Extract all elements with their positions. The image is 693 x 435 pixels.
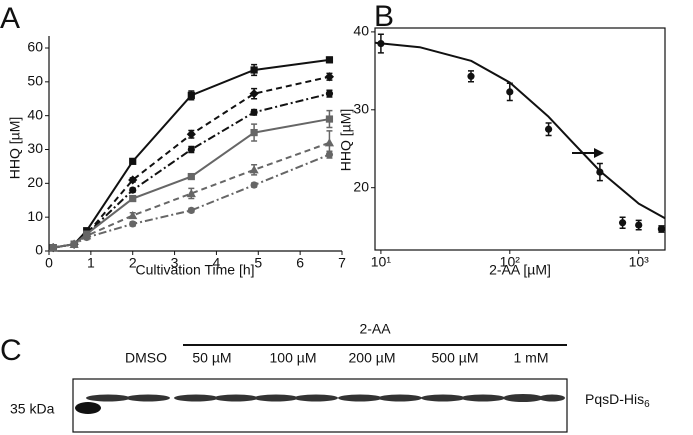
bands <box>86 394 565 402</box>
marker <box>544 125 553 133</box>
x-axis-title: 2-AA [µM] <box>489 262 551 278</box>
marker <box>249 165 259 174</box>
marker <box>325 115 334 123</box>
lane-labels: DMSO 50 µM 100 µM 200 µM 500 µM 1 mM <box>125 350 549 366</box>
y-tick-label: 50 <box>27 73 43 89</box>
marker <box>186 129 196 139</box>
marker <box>325 90 334 98</box>
y-tick-label: 20 <box>353 178 369 194</box>
marker <box>467 72 475 80</box>
marker <box>49 244 57 252</box>
marker <box>70 240 78 248</box>
x-tick-label: 10³ <box>629 254 650 270</box>
x-tick-label: 0 <box>45 255 53 271</box>
marker <box>324 138 335 147</box>
marker <box>325 56 334 64</box>
blot-frame <box>72 378 568 433</box>
band-label-main: PqsD-His <box>585 391 644 407</box>
lane-label: DMSO <box>125 350 167 366</box>
y-tick-label: 20 <box>27 174 43 190</box>
marker <box>250 128 258 137</box>
y-axis-title: HHQ [µM] <box>7 117 23 180</box>
marker <box>187 172 195 181</box>
marker <box>128 210 138 220</box>
marker <box>129 220 137 228</box>
series-line <box>53 58 330 249</box>
band-label: PqsD-His6 <box>585 391 650 410</box>
marker <box>657 225 665 233</box>
marker <box>129 157 137 165</box>
y-tick-label: 40 <box>353 23 369 39</box>
x-tick-label: 7 <box>338 255 346 271</box>
lane-label: 1 mM <box>514 350 549 366</box>
x-tick-label: 2 <box>129 255 137 271</box>
ladder-band <box>75 402 101 414</box>
band-label-sub: 6 <box>644 399 650 410</box>
marker <box>618 219 627 227</box>
marker <box>249 89 259 99</box>
arrow-head <box>594 148 604 158</box>
marker <box>129 186 137 194</box>
plot-frame <box>374 27 666 251</box>
x-tick-label: 4 <box>213 255 221 271</box>
group-label: 2-AA <box>359 321 391 337</box>
x-tick-label: 3 <box>171 255 179 271</box>
marker <box>187 145 195 154</box>
marker-label: 35 kDa <box>10 401 55 417</box>
fit-curve <box>374 41 666 220</box>
marker <box>377 39 385 48</box>
marker <box>250 108 258 116</box>
marker <box>506 88 514 96</box>
x-tick-label: 1 <box>87 255 95 271</box>
lane-label: 50 µM <box>192 350 231 366</box>
lane-label: 100 µM <box>270 350 317 366</box>
marker <box>635 221 643 229</box>
series-line <box>53 153 330 249</box>
marker <box>83 233 91 242</box>
y-tick-label: 10 <box>27 208 43 224</box>
marker <box>250 181 258 189</box>
marker <box>325 150 334 159</box>
y-tick-label: 60 <box>27 39 43 55</box>
panel-label: B <box>374 0 394 33</box>
x-tick-label: 6 <box>296 255 304 271</box>
marker <box>250 66 258 74</box>
y-tick-label: 40 <box>27 106 43 122</box>
lane-label: 200 µM <box>349 350 396 366</box>
marker <box>187 91 195 99</box>
marker <box>187 206 195 214</box>
marker <box>324 72 335 82</box>
marker <box>128 175 138 185</box>
panel-label: C <box>0 334 22 367</box>
series-line <box>53 92 330 249</box>
marker <box>186 188 196 198</box>
lane-label: 500 µM <box>432 350 479 366</box>
y-tick-label: 30 <box>27 140 43 156</box>
y-axis-title: HHQ [µM] <box>338 109 354 172</box>
x-tick-label: 10¹ <box>371 254 392 270</box>
marker <box>596 168 604 176</box>
x-tick-label: 10² <box>500 254 521 270</box>
panel-label: A <box>0 2 20 35</box>
x-tick-label: 5 <box>254 255 262 271</box>
y-tick-label: 0 <box>35 242 43 258</box>
x-axis-title: Cultivation Time [h] <box>135 262 254 278</box>
y-tick-label: 30 <box>353 100 369 116</box>
series-line <box>53 75 330 249</box>
marker <box>129 194 137 203</box>
